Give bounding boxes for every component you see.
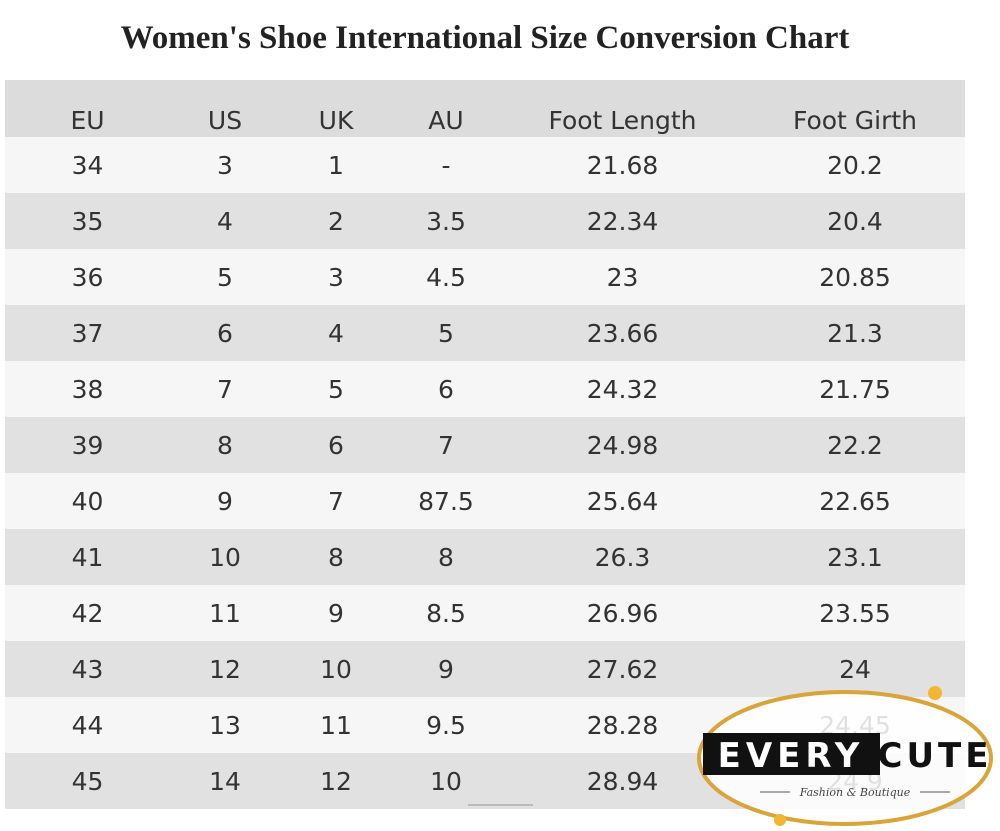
cell: 28.28 [586,710,659,740]
cell: 22.2 [827,430,883,460]
logo: EVERY CUTE Fashion & Boutique [697,686,993,826]
star [928,686,942,700]
cell: 23.66 [586,318,659,348]
cell: 12 [209,654,241,684]
divider [468,804,533,806]
cell: 24.32 [586,374,659,404]
table-row: 36 5 3 4.5 23 20.85 [5,249,965,305]
cell: 41 [71,542,104,572]
cell: 5 [328,374,344,404]
column-header: Foot Girth [792,106,918,135]
table-row: 35 4 2 3.5 22.34 20.4 [5,193,965,249]
cell: 39 [71,430,104,460]
cell: 20.4 [827,206,883,236]
star [774,814,786,826]
cell: 34 [71,150,104,180]
cell: 6 [438,374,454,404]
cell: 35 [71,206,104,236]
cell: 14 [209,766,241,796]
cell: 6 [328,430,344,460]
table-row: 38 7 5 6 24.32 21.75 [5,361,965,417]
cell: 1 [328,150,344,180]
column-header: US [207,106,243,135]
cell: 25.64 [586,486,659,516]
cell: 5 [438,318,454,348]
cell: 23 [606,262,639,292]
cell: 10 [430,766,462,796]
cell: 44 [71,710,104,740]
cell: 36 [71,262,104,292]
column-header: AU [428,106,464,135]
column-header: Foot Length [548,106,697,135]
table-row: 43 12 10 9 27.62 24 [5,641,965,697]
logo-box [703,733,880,775]
cell: 8 [217,430,233,460]
table-row: 42 11 9 8.5 26.96 23.55 [5,585,965,641]
cell: 27.62 [586,654,659,684]
logo-left: EVERY [718,736,865,776]
cell: 7 [438,430,454,460]
cell: 4 [328,318,344,348]
title: Women's Shoe International Size Conversi… [120,20,850,56]
cell: 4 [217,206,233,236]
cell: 24.98 [586,430,659,460]
size-table: EU US UK AU Foot Length Foot Girth 34 3 1-21.68 2… [5,80,965,809]
cell: 3 [217,150,233,180]
cell: 5 [217,262,233,292]
table-row: 40 9 7 87.5 25.64 22.65 [5,473,965,529]
cell: 9 [328,598,344,628]
cell: 87.5 [418,486,474,516]
cell: 13 [209,710,241,740]
cell: 9.5 [426,710,466,740]
table-row: 37 6 4 5 23.66 21.3 [5,305,965,361]
cell: 21.68 [586,150,659,180]
cell: 4.5 [426,262,466,292]
table-row: 34 3 1 - 21.68 20.2 [5,137,965,193]
cell: 10 [209,542,241,572]
cell: 38 [71,374,104,404]
cell: 23.1 [827,542,883,572]
table-row: 39 8 6 7 24.98 22.2 [5,417,965,473]
cell: 40 [71,486,104,516]
cell: 43 [71,654,104,684]
cell: 23.55 [819,598,891,628]
cell: 42 [71,598,104,628]
cell: 11 [209,598,241,628]
cell: 45 [71,766,104,796]
cell: 9 [438,654,454,684]
cell: 37 [71,318,104,348]
cell: 3 [328,262,344,292]
cell: 26.3 [594,542,651,572]
cell: 12 [320,766,352,796]
cell: 22.65 [819,486,891,516]
cell: - [441,150,451,180]
logo-tagline: Fashion & Boutique [799,786,911,799]
cell: 8 [328,542,344,572]
cell: 28.94 [586,766,659,796]
cell: 6 [217,318,233,348]
cell: 8.5 [426,598,466,628]
cell: 21.75 [819,374,891,404]
column-header: UK [318,106,354,135]
cell: 7 [217,374,233,404]
column-header: EU [70,106,105,135]
cell: 21.3 [827,318,883,348]
cell: 20.2 [827,150,883,180]
header-row: EU US UK AU Foot Length Foot Girth [5,80,965,137]
cell: 11 [320,710,352,740]
logo-right: CUTE [878,736,993,776]
cell: 8 [438,542,454,572]
cell: 7 [328,486,344,516]
cell: 26.96 [586,598,659,628]
cell: 22.34 [586,206,659,236]
cell: 3.5 [426,206,466,236]
cell: 10 [320,654,352,684]
cell: 20.85 [819,262,891,292]
table-row: 41 10 8 8 26.3 23.1 [5,529,965,585]
cell: 24 [839,654,871,684]
cell: 2 [328,206,344,236]
cell: 9 [217,486,233,516]
